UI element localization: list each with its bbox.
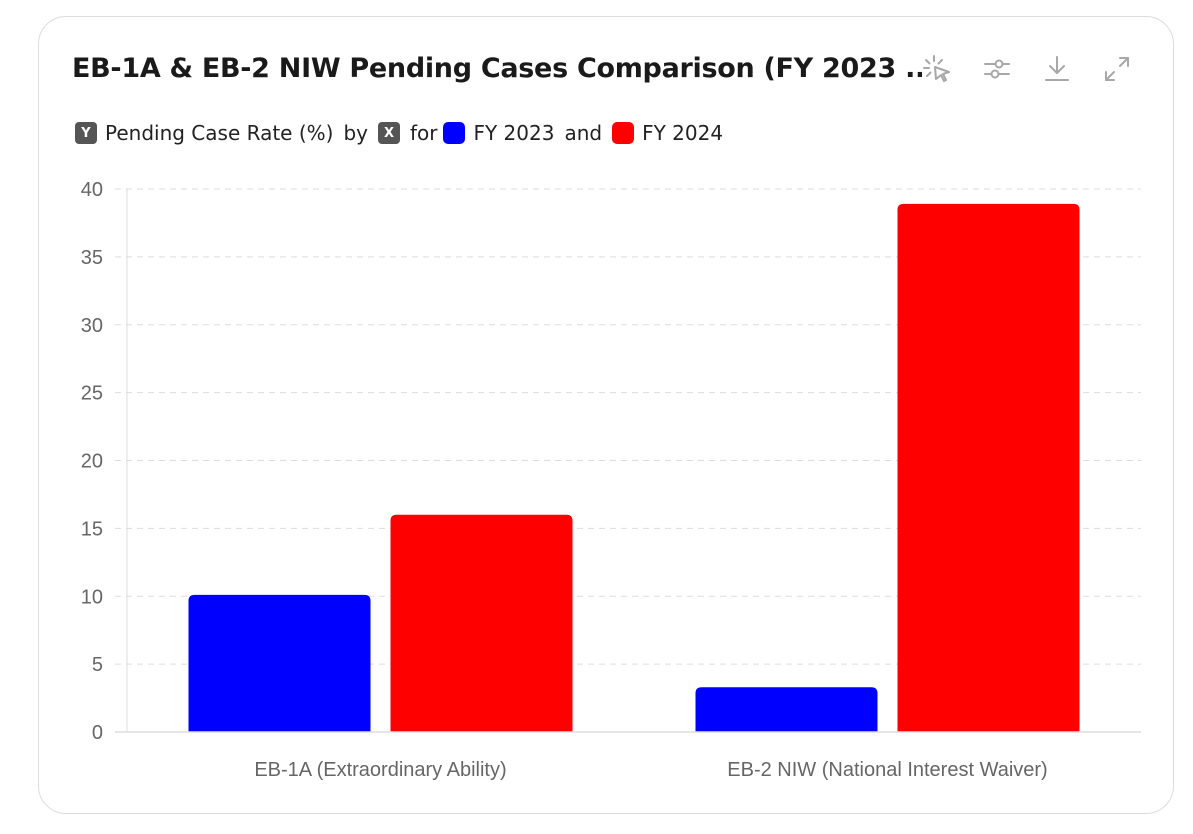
y-axis-label: Pending Case Rate (%) <box>105 121 334 145</box>
legend-by-text: by <box>343 121 368 145</box>
x-tick-label: EB-2 NIW (National Interest Waiver) <box>727 759 1047 781</box>
y-tick-label: 5 <box>92 654 103 676</box>
y-tick-label: 10 <box>81 586 103 608</box>
bar-fy-2023-cat-1[interactable] <box>695 687 878 732</box>
chart-title: EB-1A & EB-2 NIW Pending Cases Compariso… <box>72 53 922 84</box>
bar-fy-2024-cat-1[interactable] <box>897 203 1080 732</box>
legend-label-fy2024[interactable]: FY 2024 <box>642 121 724 145</box>
legend-label-fy2023[interactable]: FY 2023 <box>473 121 555 145</box>
x-tick-label: EB-1A (Extraordinary Ability) <box>254 759 506 781</box>
legend-and-text: and <box>564 121 603 145</box>
y-tick-label: 20 <box>81 451 103 473</box>
y-tick-label: 40 <box>81 179 103 201</box>
y-axis-badge: Y <box>75 122 97 144</box>
y-tick-label: 15 <box>81 518 103 540</box>
y-tick-label: 35 <box>81 247 103 269</box>
legend-for-text: for <box>409 121 438 145</box>
download-icon[interactable] <box>1039 51 1075 87</box>
legend-swatch-fy2024[interactable] <box>612 122 635 144</box>
bar-fy-2023-cat-0[interactable] <box>188 594 371 732</box>
x-axis-badge: X <box>377 122 400 144</box>
y-tick-label: 25 <box>81 383 103 405</box>
bar-fy-2024-cat-0[interactable] <box>390 514 573 732</box>
select-cursor-icon[interactable] <box>919 51 955 87</box>
legend-swatch-fy2023[interactable] <box>443 122 466 144</box>
sliders-icon[interactable] <box>979 51 1015 87</box>
expand-icon[interactable] <box>1099 51 1135 87</box>
y-tick-label: 30 <box>81 315 103 337</box>
bars <box>188 203 1080 732</box>
y-tick-label: 0 <box>92 722 103 744</box>
axes: 0 5 10 15 20 25 30 35 40 EB-1A (Extraordinary Abi… <box>81 179 1141 781</box>
chart-legend: Y Pending Case Rate (%) by X for FY 2023… <box>75 119 723 147</box>
